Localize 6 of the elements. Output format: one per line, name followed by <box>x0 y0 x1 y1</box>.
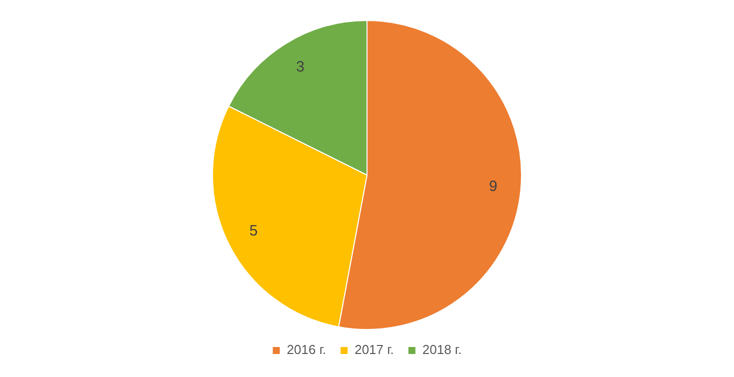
legend-label: 2018 г. <box>422 342 462 358</box>
data-label: 5 <box>249 222 258 240</box>
data-label: 9 <box>488 178 498 195</box>
legend-label: 2017 г. <box>354 342 394 358</box>
legend-label: 2016 г. <box>286 342 326 358</box>
data-label: 3 <box>296 58 304 76</box>
